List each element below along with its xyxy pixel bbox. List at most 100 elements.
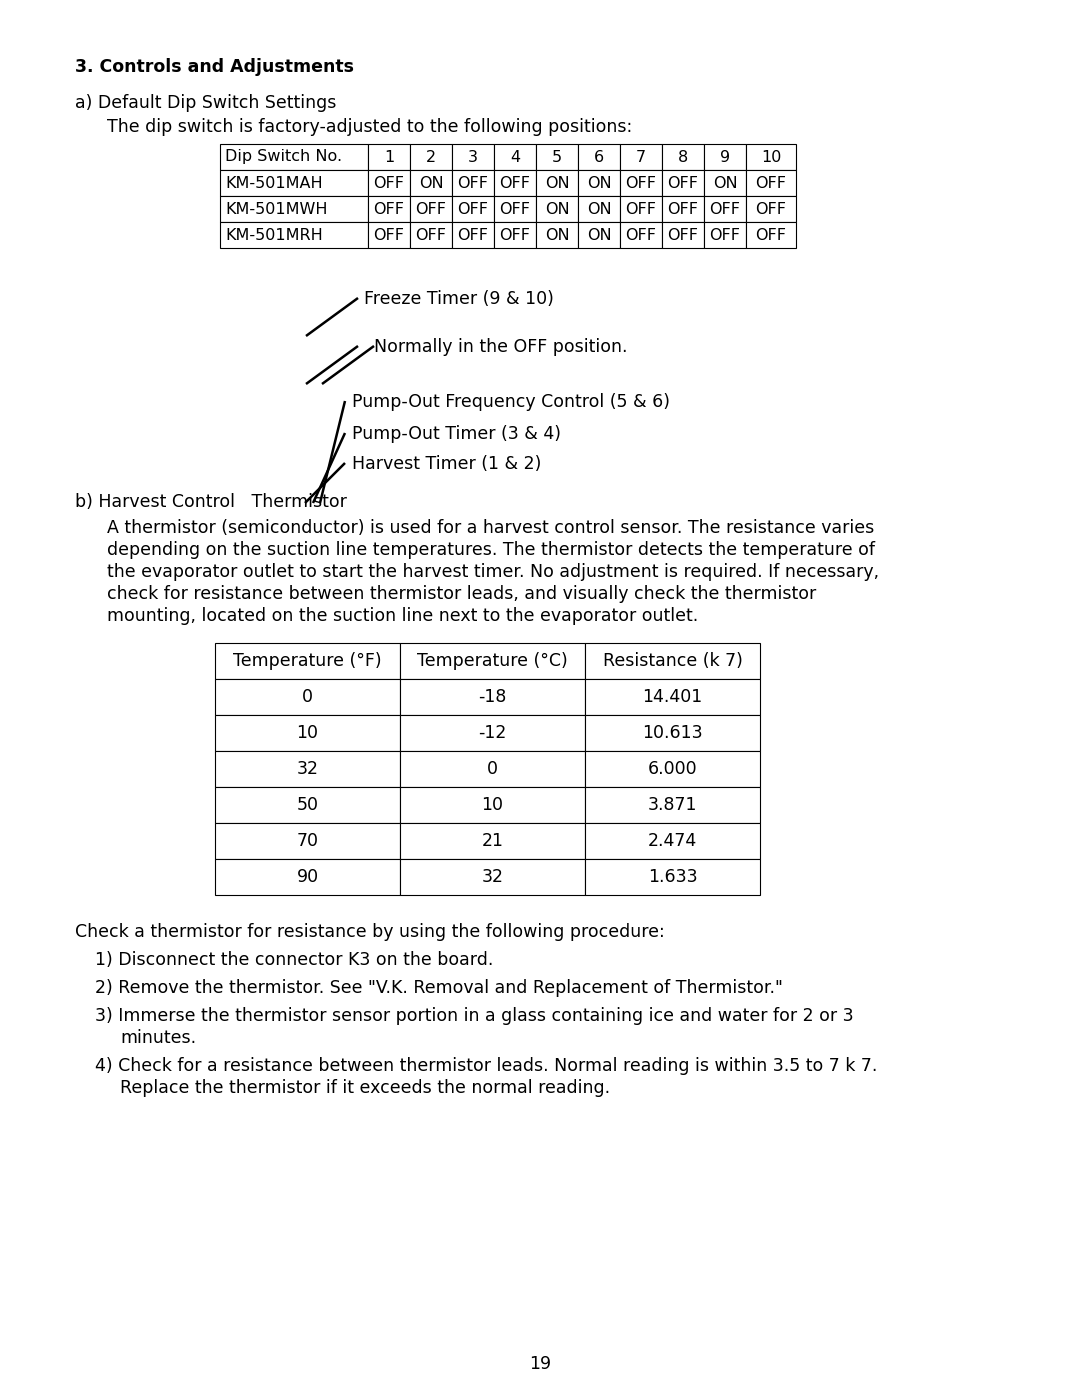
Text: OFF: OFF xyxy=(625,176,657,190)
Text: 1: 1 xyxy=(383,149,394,165)
Text: check for resistance between thermistor leads, and visually check the thermistor: check for resistance between thermistor … xyxy=(107,585,816,604)
Text: OFF: OFF xyxy=(458,176,488,190)
Bar xyxy=(368,144,410,170)
Text: OFF: OFF xyxy=(667,201,699,217)
Text: 4) Check for a resistance between thermistor leads. Normal reading is within 3.5: 4) Check for a resistance between thermi… xyxy=(95,1058,877,1076)
Bar xyxy=(453,222,494,249)
Text: OFF: OFF xyxy=(499,201,530,217)
Text: 0: 0 xyxy=(302,687,313,705)
Text: Temperature (°F): Temperature (°F) xyxy=(233,652,382,671)
Text: Pump-Out Frequency Control (5 & 6): Pump-Out Frequency Control (5 & 6) xyxy=(352,393,670,411)
Text: 10: 10 xyxy=(297,724,319,742)
Bar xyxy=(494,170,536,196)
Text: KM-501MWH: KM-501MWH xyxy=(225,201,327,217)
Bar xyxy=(368,196,410,222)
Text: The dip switch is factory-adjusted to the following positions:: The dip switch is factory-adjusted to th… xyxy=(107,117,632,136)
Text: 32: 32 xyxy=(297,760,319,778)
Text: Normally in the OFF position.: Normally in the OFF position. xyxy=(374,338,627,356)
Text: 4: 4 xyxy=(510,149,521,165)
Bar xyxy=(704,196,746,222)
Bar xyxy=(578,170,620,196)
Text: A thermistor (semiconductor) is used for a harvest control sensor. The resistanc: A thermistor (semiconductor) is used for… xyxy=(107,520,874,536)
Text: ON: ON xyxy=(586,201,611,217)
Text: KM-501MRH: KM-501MRH xyxy=(225,228,323,243)
Text: depending on the suction line temperatures. The thermistor detects the temperatu: depending on the suction line temperatur… xyxy=(107,541,875,559)
Text: minutes.: minutes. xyxy=(120,1030,197,1046)
Bar xyxy=(215,859,400,895)
Text: -12: -12 xyxy=(478,724,507,742)
Bar xyxy=(662,170,704,196)
Text: Dip Switch No.: Dip Switch No. xyxy=(225,149,342,165)
Text: b) Harvest Control   Thermistor: b) Harvest Control Thermistor xyxy=(75,493,347,511)
Bar xyxy=(585,715,760,752)
Text: OFF: OFF xyxy=(756,176,786,190)
Text: Pump-Out Timer (3 & 4): Pump-Out Timer (3 & 4) xyxy=(352,425,561,443)
Bar xyxy=(585,679,760,715)
Text: 19: 19 xyxy=(529,1355,551,1373)
Bar xyxy=(746,222,796,249)
Text: Resistance (k 7): Resistance (k 7) xyxy=(603,652,742,671)
Text: 3) Immerse the thermistor sensor portion in a glass containing ice and water for: 3) Immerse the thermistor sensor portion… xyxy=(95,1007,853,1025)
Bar xyxy=(585,643,760,679)
Text: OFF: OFF xyxy=(667,228,699,243)
Text: OFF: OFF xyxy=(416,228,446,243)
Bar xyxy=(620,196,662,222)
Text: OFF: OFF xyxy=(416,201,446,217)
Bar xyxy=(578,144,620,170)
Bar xyxy=(368,170,410,196)
Text: Temperature (°C): Temperature (°C) xyxy=(417,652,568,671)
Bar xyxy=(400,643,585,679)
Text: 1.633: 1.633 xyxy=(648,868,698,886)
Bar xyxy=(494,196,536,222)
Bar xyxy=(585,752,760,787)
Text: 10.613: 10.613 xyxy=(643,724,703,742)
Bar xyxy=(410,222,453,249)
Text: OFF: OFF xyxy=(625,228,657,243)
Bar xyxy=(215,752,400,787)
Text: ON: ON xyxy=(544,228,569,243)
Bar xyxy=(453,196,494,222)
Bar xyxy=(585,859,760,895)
Text: 50: 50 xyxy=(297,796,319,814)
Bar xyxy=(400,752,585,787)
Text: OFF: OFF xyxy=(756,201,786,217)
Text: OFF: OFF xyxy=(499,176,530,190)
Bar xyxy=(400,715,585,752)
Bar xyxy=(453,170,494,196)
Bar xyxy=(662,144,704,170)
Bar xyxy=(704,144,746,170)
Bar xyxy=(704,170,746,196)
Bar xyxy=(220,170,368,196)
Bar xyxy=(536,170,578,196)
Bar xyxy=(536,196,578,222)
Bar xyxy=(536,144,578,170)
Text: Harvest Timer (1 & 2): Harvest Timer (1 & 2) xyxy=(352,455,541,474)
Bar xyxy=(368,222,410,249)
Bar xyxy=(400,859,585,895)
Bar xyxy=(536,222,578,249)
Text: OFF: OFF xyxy=(374,176,405,190)
Bar xyxy=(410,144,453,170)
Bar xyxy=(215,823,400,859)
Text: ON: ON xyxy=(586,228,611,243)
Text: 3.871: 3.871 xyxy=(648,796,698,814)
Bar xyxy=(215,715,400,752)
Text: 0: 0 xyxy=(487,760,498,778)
Text: OFF: OFF xyxy=(458,201,488,217)
Text: 10: 10 xyxy=(482,796,503,814)
Text: OFF: OFF xyxy=(710,228,741,243)
Text: 2.474: 2.474 xyxy=(648,833,697,849)
Text: 3. Controls and Adjustments: 3. Controls and Adjustments xyxy=(75,59,354,75)
Bar xyxy=(220,222,368,249)
Text: ON: ON xyxy=(713,176,738,190)
Text: 6.000: 6.000 xyxy=(648,760,698,778)
Text: 8: 8 xyxy=(678,149,688,165)
Bar xyxy=(215,679,400,715)
Bar xyxy=(494,222,536,249)
Bar xyxy=(410,196,453,222)
Text: Freeze Timer (9 & 10): Freeze Timer (9 & 10) xyxy=(364,291,554,307)
Text: 6: 6 xyxy=(594,149,604,165)
Bar xyxy=(704,222,746,249)
Bar xyxy=(620,170,662,196)
Text: 14.401: 14.401 xyxy=(643,687,703,705)
